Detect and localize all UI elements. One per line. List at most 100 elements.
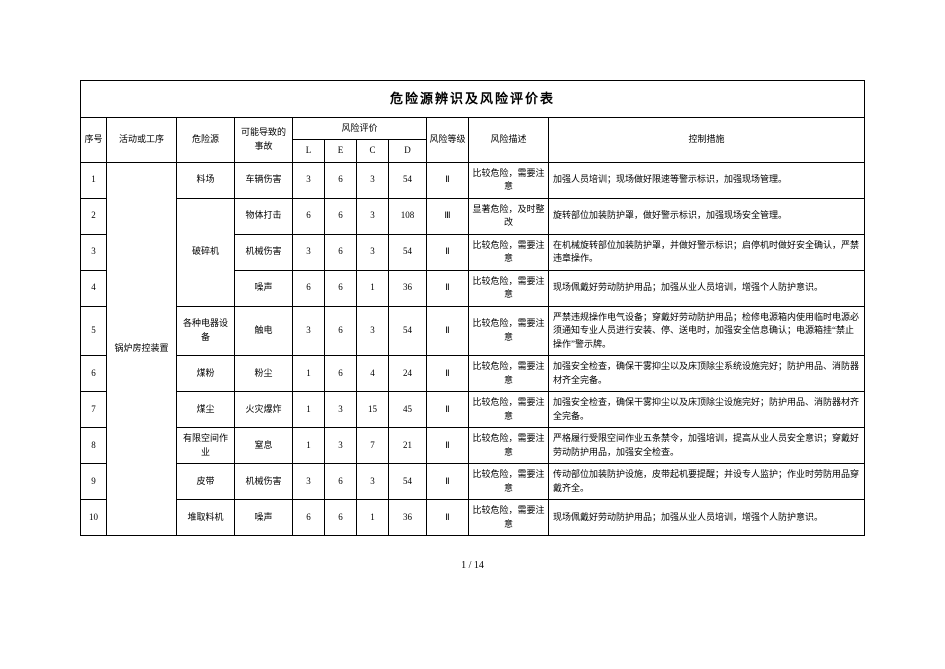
cell-seq: 9 [81,464,107,500]
cell-seq: 4 [81,270,107,306]
cell-desc: 比较危险，需要注意 [469,464,549,500]
col-L: L [293,140,325,163]
cell-E: 6 [325,234,357,270]
cell-measure: 在机械旋转部位加装防护罩，并做好警示标识；启停机时做好安全确认，严禁违章操作。 [549,234,865,270]
table-row: 10堆取料机噪声66136Ⅱ比较危险，需要注意现场佩戴好劳动防护用品；加强从业人… [81,500,865,536]
cell-accident: 噪声 [235,270,293,306]
cell-level: Ⅱ [427,234,469,270]
cell-D: 54 [389,306,427,356]
cell-L: 6 [293,198,325,234]
cell-desc: 比较危险，需要注意 [469,428,549,464]
cell-accident: 机械伤害 [235,234,293,270]
col-activity: 活动或工序 [107,117,177,162]
col-desc: 风险描述 [469,117,549,162]
cell-measure: 加强安全检查，确保干雾抑尘以及床顶除尘系统设施完好；防护用品、消防器材齐全完备。 [549,356,865,392]
cell-D: 54 [389,464,427,500]
cell-L: 3 [293,464,325,500]
cell-desc: 比较危险，需要注意 [469,162,549,198]
cell-D: 45 [389,392,427,428]
table-row: 9皮带机械伤害36354Ⅱ比较危险，需要注意传动部位加装防护设施，皮带起机要提醒… [81,464,865,500]
page-number: 1 / 14 [80,560,865,571]
cell-level: Ⅱ [427,392,469,428]
cell-L: 3 [293,306,325,356]
cell-E: 3 [325,392,357,428]
col-accident: 可能导致的事故 [235,117,293,162]
cell-level: Ⅲ [427,198,469,234]
cell-accident: 机械伤害 [235,464,293,500]
cell-level: Ⅱ [427,356,469,392]
cell-seq: 8 [81,428,107,464]
col-D: D [389,140,427,163]
cell-D: 54 [389,234,427,270]
cell-L: 3 [293,162,325,198]
cell-source: 堆取料机 [177,500,235,536]
cell-C: 4 [357,356,389,392]
cell-desc: 比较危险，需要注意 [469,392,549,428]
table-row: 2破碎机物体打击663108Ⅲ显著危险，及时整改旋转部位加装防护罩，做好警示标识… [81,198,865,234]
cell-accident: 噪声 [235,500,293,536]
cell-E: 6 [325,306,357,356]
cell-C: 1 [357,270,389,306]
cell-L: 3 [293,234,325,270]
cell-accident: 物体打击 [235,198,293,234]
cell-seq: 10 [81,500,107,536]
cell-desc: 比较危险，需要注意 [469,356,549,392]
cell-seq: 5 [81,306,107,356]
cell-C: 3 [357,162,389,198]
col-seq: 序号 [81,117,107,162]
title-row: 危险源辨识及风险评价表 [81,81,865,118]
cell-source: 煤粉 [177,356,235,392]
cell-measure: 严禁违规操作电气设备；穿戴好劳动防护用品；检修电源箱内使用临时电源必须通知专业人… [549,306,865,356]
cell-C: 15 [357,392,389,428]
cell-desc: 比较危险，需要注意 [469,306,549,356]
cell-D: 36 [389,500,427,536]
cell-measure: 现场佩戴好劳动防护用品；加强从业人员培训，增强个人防护意识。 [549,270,865,306]
cell-accident: 车辆伤害 [235,162,293,198]
table-row: 5各种电器设备触电36354Ⅱ比较危险，需要注意严禁违规操作电气设备；穿戴好劳动… [81,306,865,356]
col-E: E [325,140,357,163]
cell-level: Ⅱ [427,306,469,356]
cell-E: 6 [325,500,357,536]
cell-E: 6 [325,198,357,234]
table-row: 6煤粉粉尘16424Ⅱ比较危险，需要注意加强安全检查，确保干雾抑尘以及床顶除尘系… [81,356,865,392]
cell-desc: 比较危险，需要注意 [469,234,549,270]
table-row: 7煤尘火灾爆炸131545Ⅱ比较危险，需要注意加强安全检查，确保干雾抑尘以及床顶… [81,392,865,428]
table-title: 危险源辨识及风险评价表 [81,81,865,118]
cell-accident: 触电 [235,306,293,356]
table-body: 1锅炉房控装置料场车辆伤害36354Ⅱ比较危险，需要注意加强人员培训；现场做好限… [81,162,865,536]
risk-table: 危险源辨识及风险评价表 序号 活动或工序 危险源 可能导致的事故 风险评价 风险… [80,80,865,536]
header-row-1: 序号 活动或工序 危险源 可能导致的事故 风险评价 风险等级 风险描述 控制措施 [81,117,865,140]
cell-source: 煤尘 [177,392,235,428]
cell-accident: 粉尘 [235,356,293,392]
cell-level: Ⅱ [427,428,469,464]
cell-E: 6 [325,356,357,392]
col-source: 危险源 [177,117,235,162]
cell-desc: 比较危险，需要注意 [469,270,549,306]
cell-D: 24 [389,356,427,392]
col-level: 风险等级 [427,117,469,162]
cell-E: 6 [325,270,357,306]
cell-accident: 窒息 [235,428,293,464]
cell-level: Ⅱ [427,464,469,500]
cell-measure: 现场佩戴好劳动防护用品；加强从业人员培训，增强个人防护意识。 [549,500,865,536]
cell-measure: 传动部位加装防护设施，皮带起机要提醒；并设专人监护；作业时劳防用品穿戴齐全。 [549,464,865,500]
cell-measure: 严格履行受限空间作业五条禁令，加强培训，提高从业人员安全意识；穿戴好劳动防护用品… [549,428,865,464]
cell-level: Ⅱ [427,500,469,536]
cell-seq: 2 [81,198,107,234]
cell-measure: 加强安全检查，确保干雾抑尘以及床顶除尘设施完好；防护用品、消防器材齐全完备。 [549,392,865,428]
col-measure: 控制措施 [549,117,865,162]
cell-L: 6 [293,270,325,306]
cell-seq: 1 [81,162,107,198]
cell-source: 破碎机 [177,198,235,306]
cell-D: 54 [389,162,427,198]
cell-measure: 加强人员培训；现场做好限速等警示标识，加强现场管理。 [549,162,865,198]
cell-seq: 6 [81,356,107,392]
cell-C: 3 [357,306,389,356]
table-row: 8有限空间作业窒息13721Ⅱ比较危险，需要注意严格履行受限空间作业五条禁令，加… [81,428,865,464]
cell-L: 1 [293,428,325,464]
cell-measure: 旋转部位加装防护罩，做好警示标识，加强现场安全管理。 [549,198,865,234]
cell-L: 6 [293,500,325,536]
cell-activity: 锅炉房控装置 [107,162,177,536]
cell-seq: 3 [81,234,107,270]
cell-D: 36 [389,270,427,306]
